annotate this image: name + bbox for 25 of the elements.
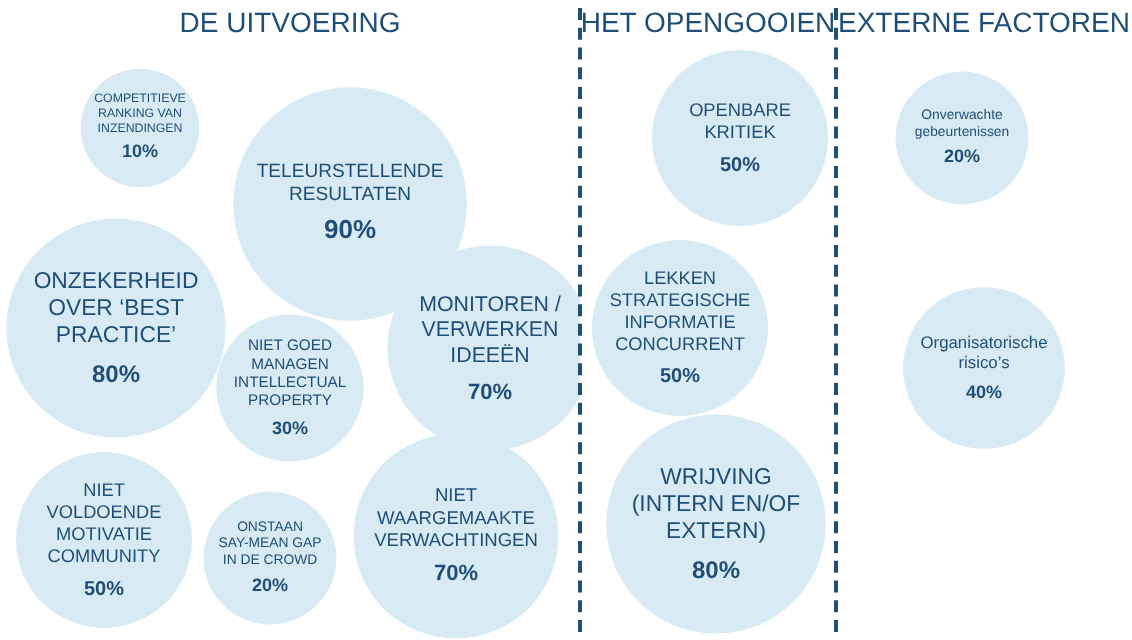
data-label: 80% xyxy=(691,556,741,585)
data-label: 20% xyxy=(943,146,981,167)
data-label: 90% xyxy=(323,213,377,244)
data-label: 10% xyxy=(121,141,159,162)
category-label: TELEURSTELLENDE RESULTATEN xyxy=(256,161,444,206)
data-label: 50% xyxy=(83,578,125,601)
category-label: LEKKEN STRATEGISCHE INFORMATIE CONCURRENT xyxy=(609,268,751,354)
category-label: MONITOREN / VERWERKEN IDEEËN xyxy=(419,292,561,368)
category-label: ONZEKERHEID OVER ‘BEST PRACTICE’ xyxy=(33,269,199,349)
data-label: 40% xyxy=(965,381,1003,402)
data-label: 70% xyxy=(467,380,513,405)
text: DE UITVOERING xyxy=(177,6,403,38)
data-label: 30% xyxy=(271,417,309,438)
category-label: OPENBARE KRITIEK xyxy=(689,100,791,143)
category-label: Organisatorische risico’s xyxy=(920,332,1049,373)
text: EXTERNE FACTOREN xyxy=(836,6,1132,38)
category-label: NIET WAARGEMAAKTE VERWACHTINGEN xyxy=(374,485,538,550)
data-label: 50% xyxy=(659,366,701,389)
data-label: 70% xyxy=(433,561,479,586)
data-label: 20% xyxy=(251,574,289,595)
data-label: 80% xyxy=(91,360,141,389)
category-label: NIET VOLDOENDE MOTIVATIE COMMUNITY xyxy=(46,480,162,567)
data-label: 50% xyxy=(719,154,761,177)
text: HET OPENGOOIEN xyxy=(580,6,836,38)
category-label: WRIJVING (INTERN EN/OF EXTERN) xyxy=(631,465,801,545)
